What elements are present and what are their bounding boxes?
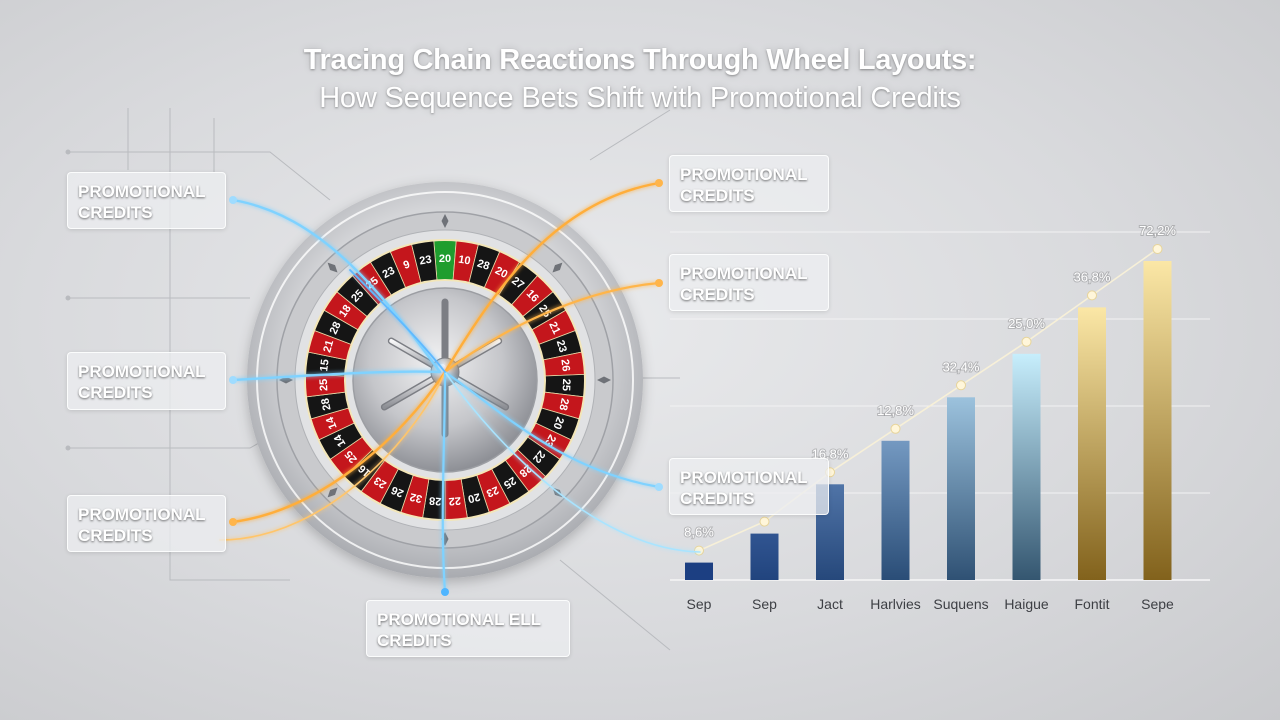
point-label: 32,4% [943, 359, 980, 374]
point-labels: 8,6%16,8%12,8%32,4%25,0%36,8%72,2% [683, 222, 1177, 541]
connector-left-top [231, 198, 442, 374]
bar [1078, 307, 1106, 580]
wheel-pocket-number: 23 [372, 474, 389, 491]
trend-point [890, 423, 901, 434]
bar [947, 397, 975, 580]
trend-point [956, 380, 966, 391]
wheel-pocket-number: 28 [429, 494, 442, 507]
category-label: Jact [817, 596, 843, 612]
chart-bars [685, 261, 1172, 580]
rim-diamond [597, 376, 611, 384]
point-label: 25,0% [1008, 316, 1045, 331]
wheel-pocket-number: 27 [509, 275, 526, 292]
wheel-pocket-number: 26 [390, 483, 406, 499]
connector-dot [229, 518, 237, 526]
point-label: 8,6% [684, 525, 714, 540]
trend-point [1087, 290, 1097, 301]
wheel-pocket-number: 23 [381, 265, 397, 281]
wheel-pocket-number: 22 [448, 494, 461, 507]
wheel-pocket-number: 26 [558, 359, 571, 373]
bar [685, 562, 713, 580]
category-labels: Sep Sep Jact Harlvies Suquens Haigue Fontit Sep… [687, 596, 1175, 612]
callout-right-middle: PROMOTIONAL CREDITS [669, 254, 829, 311]
bar [1143, 261, 1172, 580]
point-label: 36,8% [1074, 269, 1111, 284]
wheel-pocket-number: 32 [409, 490, 424, 505]
connector-dot [229, 376, 237, 384]
callout-chart-overlay: PROMOTIONAL CREDITS [669, 458, 829, 515]
wheel-pocket-number: 21 [321, 339, 336, 354]
category-label: Haigue [1004, 596, 1049, 612]
wheel-pocket-number: 28 [556, 397, 570, 411]
wheel-pocket-number: 28 [328, 320, 344, 336]
connector-left-bottom-gold [219, 371, 446, 541]
trend-point [759, 516, 770, 527]
bar [1012, 353, 1041, 580]
connector-dot [655, 179, 663, 187]
category-label: Sep [687, 596, 712, 612]
connector-dot [655, 279, 663, 287]
connector-left-bottom-orange [231, 370, 447, 524]
wheel-pocket-number: 20 [493, 265, 509, 281]
wheel-pocket-number: 14 [324, 414, 340, 431]
connector-bottom-center [441, 370, 447, 594]
bar [881, 440, 910, 580]
trend-point [1152, 244, 1163, 254]
callout-right-top: PROMOTIONAL CREDITS [669, 155, 829, 212]
connector-chart-overlay [443, 370, 661, 489]
category-label: Fontit [1074, 596, 1109, 612]
trend-points [694, 244, 1163, 556]
rim-diamond [441, 214, 449, 228]
wheel-pocket-number: 23 [554, 339, 569, 354]
guide-lines [65, 108, 680, 651]
connector-dot [655, 483, 663, 491]
wheel-pocket-number: 28 [319, 397, 333, 411]
connector-dot [441, 588, 449, 596]
category-label: Suquens [933, 596, 988, 612]
category-label: Sep [752, 596, 777, 612]
bar-chart: 8,6%16,8%12,8%32,4%25,0%36,8%72,2% Sep Se… [670, 222, 1210, 612]
connector-right-middle [443, 281, 661, 374]
wheel-pocket-number: 25 [343, 448, 360, 465]
point-label: 12,8% [877, 403, 914, 418]
connector-lines [219, 179, 701, 596]
wheel-pocket-number: 20 [439, 253, 451, 265]
category-label: Sepe [1141, 596, 1174, 612]
wheel-pocket-number: 28 [476, 258, 491, 273]
connector-to-chart [444, 371, 701, 553]
wheel-pocket-number: 9 [402, 259, 412, 272]
wheel-pocket-number: 23 [484, 483, 500, 499]
wheel-pocket-number: 20 [550, 415, 566, 431]
wheel-pocket-number: 21 [546, 320, 562, 336]
wheel-pocket-number: 22 [530, 448, 547, 465]
title-line-2: How Sequence Bets Shift with Promotional… [319, 82, 961, 114]
wheel-pocket-number: 25 [560, 379, 572, 392]
point-label: 72,2% [1139, 223, 1176, 238]
wheel-pocket-number: 25 [318, 379, 330, 392]
category-label: Harlvies [870, 596, 921, 612]
callout-left-middle: PROMOTIONAL CREDITS [67, 352, 226, 410]
connector-dot [229, 196, 237, 204]
wheel-pocket-number: 25 [501, 474, 518, 491]
wheel-pocket-number: 15 [318, 359, 331, 373]
connector-left-middle [231, 370, 442, 382]
title-line-1: Tracing Chain Reactions Through Wheel La… [303, 44, 977, 76]
callout-left-top: PROMOTIONAL CREDITS [67, 172, 226, 229]
trend-point [1021, 336, 1032, 347]
callout-bottom-center: PROMOTIONAL ELL CREDITS [366, 600, 570, 657]
wheel-pocket-number: 18 [337, 303, 354, 320]
wheel-pocket-number: 23 [419, 254, 433, 268]
wheel-pocket-number: 10 [457, 254, 471, 268]
wheel-pocket-number: 20 [467, 490, 482, 505]
trend-point [694, 545, 704, 556]
connector-right-top [443, 181, 661, 374]
callout-left-bottom: PROMOTIONAL CREDITS [67, 495, 226, 552]
bar [750, 533, 779, 580]
